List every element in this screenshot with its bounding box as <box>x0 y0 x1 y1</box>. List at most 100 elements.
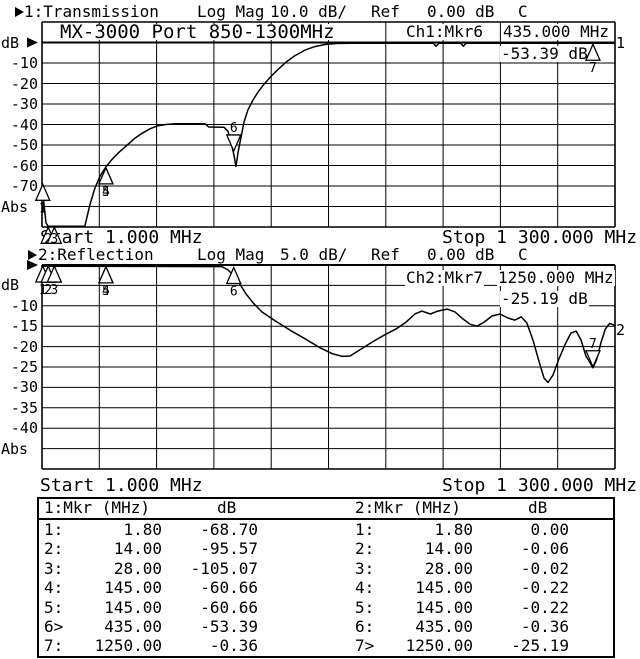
marker-table-ch2-header: 2:Mkr (MHz) dB <box>350 499 613 520</box>
marker-frequency: 14.00 <box>424 539 473 559</box>
ch1-marker-readout-freq: 435.000 MHz <box>502 22 610 41</box>
ch2-ref-value: 0.00 dB <box>427 245 495 264</box>
ch1-trace-label: 1:Transmission <box>24 2 159 21</box>
marker-level: -0.36 <box>520 616 569 636</box>
marker-level: -0.02 <box>520 558 569 578</box>
marker-level: -25.19 <box>511 636 569 656</box>
marker-table-ch1-unit: dB <box>217 498 237 517</box>
marker-table-ch2-unit: dB <box>528 498 548 517</box>
transmission-y-axis-label: -40 <box>10 115 38 134</box>
marker-level: 0.00 <box>530 520 569 539</box>
reflection-y-axis-label: -35 <box>10 398 38 417</box>
marker-frequency: 435.00 <box>415 616 473 636</box>
marker-level: -53.39 <box>200 616 258 636</box>
ch2-marker-readout-value: -25.19 dB <box>500 289 589 308</box>
ch1-stop-frequency: Stop 1 300.000 MHz <box>442 227 638 248</box>
marker-frequency: 1250.00 <box>94 636 162 656</box>
ch1-ref-label: Ref <box>371 2 400 21</box>
ch1-marker-readout-value: -53.39 dB <box>500 44 589 63</box>
marker-number: 1: <box>44 520 64 539</box>
marker-number: 6> <box>44 616 64 636</box>
marker-number: 1: <box>355 520 375 539</box>
reflection-y-axis-label: -40 <box>10 419 38 438</box>
marker-frequency: 145.00 <box>415 597 473 617</box>
marker-number: 3: <box>44 558 64 578</box>
marker-frequency: 1.80 <box>123 520 162 539</box>
marker-number: 7> <box>355 636 375 656</box>
marker-number: 3: <box>355 558 375 578</box>
marker-table-ch1: 1:Mkr (MHz) dB 1: 1.80 -68.70 2: 14.00 -95.57… <box>37 497 352 658</box>
transmission-y-axis-label: -10 <box>10 54 38 72</box>
marker-number: 6: <box>355 616 375 636</box>
transmission-y-axis-label: Abs <box>1 197 29 216</box>
marker-table-row: 7: 1250.00 -0.36 <box>39 636 350 655</box>
transmission-y-axis-label: -60 <box>10 156 38 175</box>
marker-level: -0.36 <box>209 636 258 656</box>
marker-level: -105.07 <box>190 558 258 578</box>
marker-frequency: 1.80 <box>434 520 473 539</box>
marker-table-ch2: 2:Mkr (MHz) dB 1: 1.80 0.00 2: 14.00 -0.06 3: 2… <box>350 497 615 658</box>
marker-table-row: 2: 14.00 -95.57 <box>39 539 350 558</box>
marker-number: 4: <box>44 578 64 598</box>
ch2-trace-label: 2:Reflection <box>38 245 154 264</box>
marker-level: -60.66 <box>200 597 258 617</box>
transmission-y-axis-label: dB <box>1 33 20 52</box>
ch1-marker-readout-label: Ch1:Mkr6 <box>405 22 485 41</box>
reflection-y-axis-label: -10 <box>10 296 38 315</box>
channel1-active-arrow-icon <box>15 7 24 17</box>
marker-frequency: 145.00 <box>104 597 162 617</box>
transmission-y-axis-label: -20 <box>10 74 38 93</box>
reflection-y-axis-label: -30 <box>10 378 38 397</box>
marker-number: 4: <box>355 578 375 598</box>
marker-table-row: 2: 14.00 -0.06 <box>350 539 613 558</box>
ch1-cal-indicator: C <box>518 2 528 21</box>
ch2-stop-frequency: Stop 1 300.000 MHz <box>442 475 638 496</box>
transmission-y-axis-label: -30 <box>10 95 38 113</box>
marker-level: -95.57 <box>200 539 258 559</box>
marker-table-row: 7> 1250.00 -25.19 <box>350 636 613 655</box>
marker-table-row: 5: 145.00 -0.22 <box>350 598 613 617</box>
ch1-scale-perdiv: 10.0 dB/ <box>270 2 348 21</box>
marker-level: -0.22 <box>520 597 569 617</box>
reflection-y-axis-label: -25 <box>10 358 38 376</box>
ch1-scale-type: Log Mag <box>197 2 265 21</box>
marker-table-row: 6> 435.00 -53.39 <box>39 617 350 636</box>
marker-number: 5: <box>355 597 375 617</box>
reflection-y-axis-label: dB <box>1 276 20 295</box>
reflection-y-axis-label: -15 <box>10 317 38 336</box>
transmission-y-axis-label: -70 <box>10 177 38 195</box>
marker-level: -68.70 <box>200 520 258 539</box>
marker-frequency: 28.00 <box>424 558 473 578</box>
marker-frequency: 145.00 <box>415 578 473 598</box>
marker-level: -0.06 <box>520 539 569 559</box>
marker-number: 5: <box>44 597 64 617</box>
marker-number: 2: <box>355 539 375 559</box>
marker-table-row: 4: 145.00 -60.66 <box>39 578 350 597</box>
ch2-marker-readout-label: Ch2:Mkr7 <box>405 268 485 287</box>
marker-level: -60.66 <box>200 578 258 598</box>
marker-table-row: 6: 435.00 -0.36 <box>350 617 613 636</box>
reflection-y-axis-label: -20 <box>10 337 38 356</box>
marker-table-row: 3: 28.00 -105.07 <box>39 559 350 578</box>
marker-table-ch2-title: 2:Mkr (MHz) <box>355 498 461 517</box>
ch2-scale-type: Log Mag <box>197 245 265 264</box>
marker-table-row: 5: 145.00 -60.66 <box>39 598 350 617</box>
marker-table-row: 3: 28.00 -0.02 <box>350 559 613 578</box>
reflection-y-axis-label: Abs <box>1 439 29 458</box>
ch2-scale-perdiv: 5.0 dB/ <box>280 245 348 264</box>
ch2-start-frequency: Start 1.000 MHz <box>40 475 203 496</box>
marker-frequency: 14.00 <box>113 539 162 559</box>
marker-number: 2: <box>44 539 64 559</box>
transmission-y-axis-label: -50 <box>10 136 38 154</box>
ch1-trace-number: 1 <box>616 34 626 52</box>
marker-frequency: 28.00 <box>113 558 162 578</box>
channel2-active-arrow-icon <box>28 250 37 260</box>
ch1-start-frequency: Start 1.000 MHz <box>40 227 203 248</box>
marker-frequency: 145.00 <box>104 578 162 598</box>
ch2-marker-readout-freq: 1250.000 MHz <box>497 268 615 287</box>
ch1-ref-value: 0.00 dB <box>427 2 495 21</box>
device-title: MX-3000 Port 850-1300MHz <box>59 21 336 43</box>
ch2-cal-indicator: C <box>518 245 528 264</box>
marker-table-row: 1: 1.80 -68.70 <box>39 520 350 539</box>
